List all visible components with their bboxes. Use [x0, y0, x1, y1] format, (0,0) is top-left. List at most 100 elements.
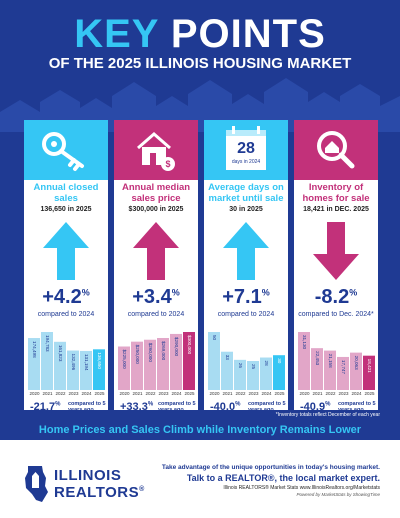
bar-label: $260,000 [148, 343, 153, 363]
bar-label: 30 [277, 358, 282, 364]
year-tick: 2025 [364, 391, 375, 396]
bar-label: 18,421 [367, 359, 372, 373]
title-points: POINTS [170, 12, 326, 56]
bar [260, 357, 272, 390]
stat-card: 28 days in 2024 Average days on market unt… [204, 120, 288, 410]
trend-bars: 174,498 194,783 161,823 132,496 131,194 136,6… [28, 332, 105, 390]
compare-label: compared to 2024 [37, 311, 95, 318]
bar [54, 341, 66, 390]
house-dollar-icon: $ [137, 132, 175, 171]
compare-label: compared to 2024 [127, 311, 185, 318]
bar [221, 351, 233, 390]
calendar-icon [226, 126, 266, 170]
year-tick: 2024 [261, 391, 272, 396]
year-tick: 2020 [29, 391, 40, 396]
bar-label: 26 [238, 363, 243, 369]
house-skyline [0, 78, 400, 132]
year-tick: 2023 [338, 391, 349, 396]
year-tick: 2025 [184, 391, 195, 396]
bar-label: 21,158 [328, 354, 333, 368]
summary-banner: Home Prices and Sales Climb while Invent… [38, 424, 362, 436]
compare-label: compared to Dec. 2024* [298, 311, 374, 318]
bar [131, 341, 143, 390]
year-tick: 2025 [274, 391, 285, 396]
calendar-number: 28 [237, 140, 255, 157]
calendar-caption: days in 2024 [231, 159, 261, 165]
bar [80, 350, 92, 390]
footer-url[interactable]: Illinois REALTORS® Market Stats www.Illi… [223, 485, 380, 491]
year-tick: 2023 [158, 391, 169, 396]
arrow-up-icon [43, 222, 89, 280]
compare-label: compared to 2024 [217, 311, 275, 318]
bar [170, 333, 182, 390]
percent-change: -8.2% [314, 286, 358, 308]
card-current-value: 136,650 in 2025 [40, 206, 92, 213]
bar [324, 350, 336, 390]
bar [337, 356, 349, 390]
bar [273, 355, 285, 390]
logo-realtors: REALTORS® [54, 484, 145, 501]
year-tick: 2020 [119, 391, 130, 396]
five-year-change: +33.3% compared to 5 years ago [120, 401, 196, 410]
bar-label: 50 [212, 335, 217, 341]
bar [67, 350, 79, 390]
five-year-change: -21.7% compared to 5 years ago [30, 401, 106, 410]
year-tick: 2022 [235, 391, 246, 396]
year-tick: 2024 [81, 391, 92, 396]
bar [157, 337, 169, 390]
trend-bars: 50 33 26 25 28 30 [208, 332, 285, 390]
year-tick: 2022 [325, 391, 336, 396]
year-tick: 2022 [55, 391, 66, 396]
bar [28, 338, 40, 390]
stat-card: Annual closed sales 136,650 in 2025 +4.2% c… [24, 120, 108, 410]
bar [183, 332, 195, 390]
footer: ILLINOIS REALTORS® Take advantage of the… [0, 440, 400, 518]
bar-label: $225,000 [122, 350, 127, 370]
card-label: Annual median sales price [121, 182, 191, 204]
bar [208, 332, 220, 390]
year-tick: 2024 [351, 391, 362, 396]
bar-label: $250,000 [135, 345, 140, 365]
bar [41, 332, 53, 390]
stat-card: Inventory of homes for sale 18,421 in DEC… [294, 120, 378, 410]
year-tick: 2021 [222, 391, 233, 396]
year-tick: 2020 [209, 391, 220, 396]
card-current-value: 30 in 2025 [229, 206, 263, 213]
bar-label: 20,063 [354, 356, 359, 370]
bar [93, 349, 105, 390]
card-header [294, 120, 378, 180]
bar-label: $290,000 [174, 337, 179, 357]
bar [363, 355, 375, 390]
bar-label: 161,823 [58, 345, 63, 362]
card-current-value: 18,421 in DEC. 2025 [303, 206, 369, 213]
bar-label: 25 [251, 364, 256, 370]
percent-change: +3.4% [132, 286, 180, 308]
footer-tagline: Take advantage of the unique opportuniti… [161, 464, 380, 471]
percent-change: +4.2% [42, 286, 90, 308]
percent-change: +7.1% [222, 286, 270, 308]
year-axis: 2020 2021 2022 2023 2024 2025 [208, 391, 286, 399]
stat-card: $ Annual median sales price $300,000 in 20… [114, 120, 198, 410]
card-label: Average days on market until sale [208, 182, 284, 204]
bar [144, 339, 156, 390]
bar-label: 194,783 [45, 335, 50, 352]
bar-label: 22,453 [315, 351, 320, 365]
svg-text:$: $ [165, 159, 170, 169]
arrow-up-icon [223, 222, 269, 280]
arrow-up-icon [133, 222, 179, 280]
year-axis: 2020 2021 2022 2023 2024 2025 [28, 391, 106, 399]
bar [350, 352, 362, 390]
arrow-down-icon [313, 222, 359, 280]
trend-bars: $225,000 $250,000 $260,000 $269,000 $290,000… [118, 332, 195, 390]
bar [311, 348, 323, 390]
card-header: $ [114, 120, 198, 180]
card-header: 28 days in 2024 [204, 120, 288, 180]
trend-bars: 31,130 22,453 21,158 17,747 20,063 18,421 [298, 332, 375, 390]
card-current-value: $300,000 in 2025 [128, 206, 184, 213]
logo-realtors-text: REALTORS [54, 484, 140, 501]
magnifier-house-icon [317, 131, 355, 169]
title-key: KEY [74, 12, 159, 56]
logo-reg-mark: ® [139, 486, 145, 493]
year-tick: 2020 [299, 391, 310, 396]
key-icon [42, 132, 84, 171]
